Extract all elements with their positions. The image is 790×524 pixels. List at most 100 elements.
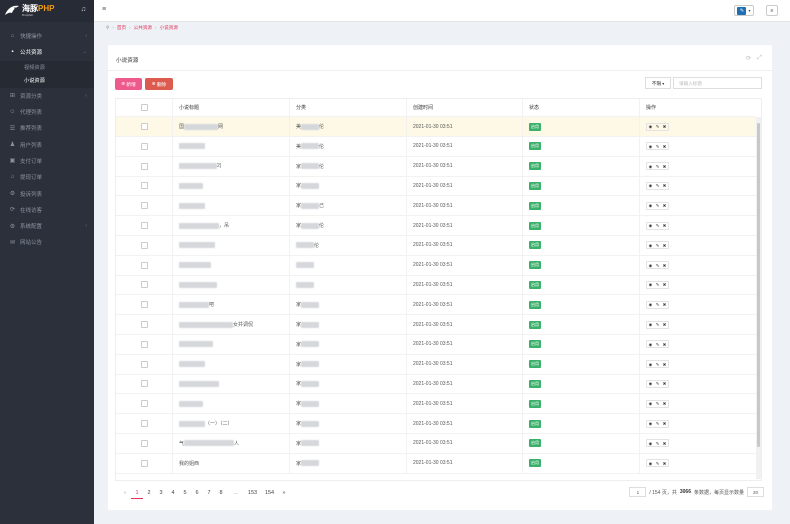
close-icon[interactable]: ✖ <box>662 223 667 228</box>
breadcrumb-novel-resources[interactable]: 小说资源 <box>159 25 178 30</box>
bell-icon[interactable]: ♫ <box>80 6 86 13</box>
row-checkbox[interactable] <box>140 400 148 408</box>
close-icon[interactable]: ✖ <box>662 124 667 129</box>
view-icon[interactable]: ◉ <box>648 302 653 308</box>
page-jump-input[interactable] <box>629 487 647 497</box>
page-link-6[interactable]: 6 <box>195 490 199 496</box>
close-icon[interactable]: ✖ <box>662 421 667 426</box>
status-badge[interactable]: 启用 <box>529 320 541 329</box>
edit-icon[interactable]: ✎ <box>655 460 660 466</box>
view-icon[interactable]: ◉ <box>648 381 653 387</box>
table-row[interactable]: 气人家 2021-01-30 03:51 启用 ◉ ✎ ✖ <box>116 433 756 454</box>
close-icon[interactable]: ✖ <box>662 401 667 407</box>
row-checkbox[interactable] <box>140 162 148 170</box>
next-page-button[interactable]: » <box>282 490 286 496</box>
status-badge[interactable]: 启用 <box>529 439 541 448</box>
sidebar-item-10[interactable]: ⚙ 系统配置 ‹ <box>0 218 94 234</box>
table-row[interactable]: 国网美伦 2021-01-30 03:51 启用 ◉ ✎ ✖ <box>116 117 756 137</box>
row-checkbox[interactable] <box>140 360 148 368</box>
status-badge[interactable]: 启用 <box>529 399 541 408</box>
header-title[interactable]: 小说标题 <box>173 99 290 116</box>
status-badge[interactable]: 启用 <box>529 181 541 190</box>
row-checkbox[interactable] <box>140 182 148 190</box>
status-badge[interactable]: 启用 <box>529 459 541 468</box>
page-link-1[interactable]: 1 <box>131 487 143 499</box>
sidebar-item-4[interactable]: ☰ 推荐列表 <box>0 120 94 136</box>
table-row[interactable]: 2021-01-30 03:51 启用 ◉ ✎ ✖ <box>116 275 756 296</box>
page-link-153[interactable]: 153 <box>247 490 258 496</box>
breadcrumb-public-resources[interactable]: 公共资源 <box>133 25 153 30</box>
edit-icon[interactable]: ✎ <box>655 223 660 228</box>
page-link-3[interactable]: 3 <box>159 490 163 496</box>
view-icon[interactable]: ◉ <box>648 282 653 288</box>
status-badge[interactable]: 启用 <box>529 122 541 131</box>
status-badge[interactable]: 启用 <box>529 419 541 428</box>
edit-icon[interactable]: ✎ <box>655 361 660 367</box>
page-link-7[interactable]: 7 <box>207 490 211 496</box>
edit-icon[interactable]: ✎ <box>655 421 660 426</box>
sidebar-subitem-0[interactable]: 视频资源 <box>24 64 45 71</box>
edit-icon[interactable]: ✎ <box>655 203 660 209</box>
close-icon[interactable]: ✖ <box>662 381 667 387</box>
status-badge[interactable]: 启用 <box>529 360 541 369</box>
close-icon[interactable]: ✖ <box>662 302 667 308</box>
row-checkbox[interactable] <box>140 459 148 467</box>
table-row[interactable]: 美伦 2021-01-30 03:51 启用 ◉ ✎ ✖ <box>116 136 756 157</box>
edit-icon[interactable]: ✎ <box>655 302 660 308</box>
table-row[interactable]: 家 2021-01-30 03:51 启用 ◉ ✎ ✖ <box>116 334 756 355</box>
table-row[interactable]: （一）（二） 家 2021-01-30 03:51 启用 ◉ ✎ ✖ <box>116 414 756 434</box>
row-checkbox[interactable] <box>140 340 148 348</box>
logo[interactable]: 海豚PHP Dolphin ♫ <box>0 0 94 22</box>
edit-icon[interactable]: ✎ <box>655 401 660 407</box>
header-created-time[interactable]: 创建时间 <box>407 99 523 116</box>
close-icon[interactable]: ✖ <box>662 361 667 367</box>
table-row[interactable]: 家 2021-01-30 03:51 启用 ◉ ✎ ✖ <box>116 374 756 395</box>
status-badge[interactable]: 启用 <box>529 379 541 388</box>
edit-icon[interactable]: ✎ <box>655 440 660 446</box>
view-icon[interactable]: ◉ <box>648 183 653 189</box>
sidebar-subitem-1[interactable]: 小说资源 <box>24 78 45 85</box>
table-row[interactable]: 家 2021-01-30 03:51 启用 ◉ ✎ ✖ <box>116 394 756 415</box>
filter-select[interactable]: 不限 ▾ <box>645 77 671 89</box>
hamburger-icon[interactable]: ≡ <box>102 6 107 13</box>
page-link-5[interactable]: 5 <box>183 490 187 496</box>
row-checkbox[interactable] <box>140 281 148 289</box>
table-row[interactable]: 我的姐西 家 2021-01-30 03:51 启用 ◉ ✎ ✖ <box>116 453 756 474</box>
edit-icon[interactable]: ✎ <box>655 143 660 149</box>
page-link-8[interactable]: 8 <box>219 490 223 496</box>
sidebar-item-7[interactable]: ⌂ 提现订单 <box>0 169 94 185</box>
status-badge[interactable]: 启用 <box>529 340 541 349</box>
sidebar-item-0[interactable]: ⌂ 快捷操作 ‹ <box>0 28 94 44</box>
edit-icon[interactable]: ✎ <box>655 341 660 347</box>
view-icon[interactable]: ◉ <box>648 203 653 209</box>
row-checkbox[interactable] <box>140 380 148 388</box>
page-link-4[interactable]: 4 <box>171 490 175 496</box>
edit-icon[interactable]: ✎ <box>655 381 660 387</box>
view-icon[interactable]: ◉ <box>648 421 653 426</box>
row-checkbox[interactable] <box>140 301 148 309</box>
sidebar-item-8[interactable]: ⚙ 投诉列表 <box>0 185 94 201</box>
status-badge[interactable]: 启用 <box>529 162 541 171</box>
status-badge[interactable]: 启用 <box>529 201 541 210</box>
close-icon[interactable]: ✖ <box>662 203 667 209</box>
select-all-checkbox[interactable] <box>140 104 148 111</box>
status-badge[interactable]: 启用 <box>529 280 541 289</box>
row-checkbox[interactable] <box>140 222 148 229</box>
edit-icon[interactable]: ✎ <box>655 242 660 248</box>
table-row[interactable]: 吧 家 2021-01-30 03:51 启用 ◉ ✎ ✖ <box>116 295 756 316</box>
view-icon[interactable]: ◉ <box>648 143 653 149</box>
close-icon[interactable]: ✖ <box>662 341 667 347</box>
edit-icon[interactable]: ✎ <box>655 124 660 129</box>
table-row[interactable]: 家 2021-01-30 03:51 启用 ◉ ✎ ✖ <box>116 176 756 197</box>
table-row[interactable]: ，吊家伦 2021-01-30 03:51 启用 ◉ ✎ ✖ <box>116 216 756 236</box>
row-checkbox[interactable] <box>140 142 148 150</box>
row-checkbox[interactable] <box>140 202 148 210</box>
page-size-input[interactable] <box>747 487 764 497</box>
edit-icon[interactable]: ✎ <box>655 322 660 327</box>
breadcrumb-home[interactable]: 首页 <box>116 25 127 30</box>
close-icon[interactable]: ✖ <box>662 163 667 169</box>
sidebar-item-1[interactable]: ▪ 公共资源 ⌄ <box>0 44 94 60</box>
table-scrollbar[interactable] <box>756 117 761 479</box>
table-row[interactable]: 伦 2021-01-30 03:51 启用 ◉ ✎ ✖ <box>116 235 756 256</box>
table-row[interactable]: 家己 2021-01-30 03:51 启用 ◉ ✎ ✖ <box>116 196 756 217</box>
